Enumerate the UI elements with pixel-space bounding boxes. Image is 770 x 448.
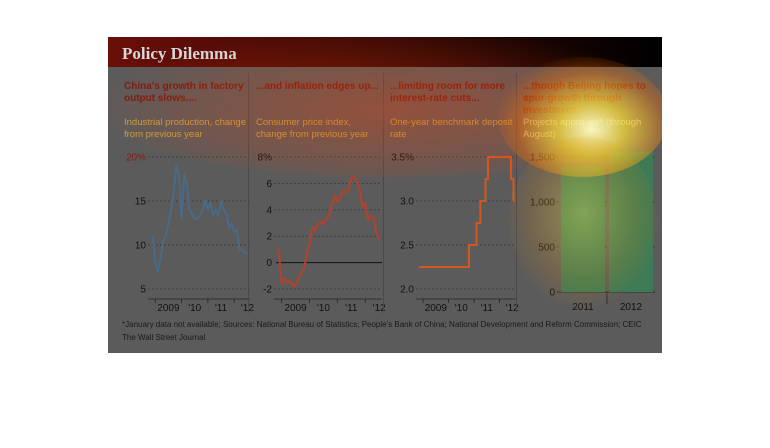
policy-dilemma-graphic: Policy Dilemma China's growth in factory… [108, 37, 662, 353]
panel-subtitle: Industrial production, change from previ… [124, 117, 246, 140]
bar [561, 166, 605, 292]
industrial-production-chart: 20% 15 10 5 2009 '10 '11 '12 [126, 153, 254, 315]
y-tick-label: 10 [135, 241, 147, 252]
industrial-production-panel: China's growth in factory output slows..… [122, 67, 254, 317]
panel-subtitle: Consumer price index, change from previo… [256, 117, 369, 140]
source-credit: The Wall Street Journal [122, 333, 206, 342]
deposit-rate-chart: 3.5% 3.0 2.5 2.0 2009 '10 '11 '12 [391, 153, 519, 315]
y-tick-label: 2 [266, 232, 272, 243]
y-tick-label: 8% [258, 153, 273, 164]
panel-divider [383, 73, 384, 313]
y-tick-label: 20% [126, 153, 146, 164]
footnote: *January data not available; Sources: Na… [122, 318, 652, 344]
consumer-price-chart: 8% 6 4 2 0 -2 2009 '10 '11 '12 [258, 153, 387, 315]
x-tick-label: '12 [241, 303, 254, 314]
x-tick-label: 2012 [620, 302, 643, 313]
y-tick-label: 0 [266, 258, 272, 269]
y-tick-label: 3.5% [391, 153, 414, 164]
x-tick-label: '12 [373, 303, 386, 314]
y-tick-label: 4 [266, 205, 272, 216]
y-tick-label: 5 [140, 285, 146, 296]
x-tick-label: 2009 [284, 303, 307, 314]
panel-divider [516, 73, 517, 313]
x-tick-label: '11 [481, 303, 494, 314]
investment-chart: 1,500 1,000 500 0 2011 2012 [530, 151, 655, 313]
x-tick-label: 2011 [572, 302, 594, 313]
x-tick-label: '10 [455, 303, 468, 314]
y-tick-label: -2 [263, 285, 272, 296]
x-tick-label: '10 [188, 303, 201, 314]
x-tick-label: '11 [215, 303, 228, 314]
panel-divider [248, 73, 249, 313]
footnote-text: *January data not available; Sources: Na… [122, 320, 642, 329]
panel-heading: China's growth in factory output slows..… [124, 81, 244, 104]
series-line [151, 164, 249, 273]
graphic-title: Policy Dilemma [122, 44, 237, 63]
bar [609, 151, 653, 292]
panel-subtitle: One-year benchmark deposit rate [390, 117, 513, 140]
y-tick-label: 1,500 [530, 153, 555, 164]
x-tick-label: '11 [345, 303, 358, 314]
y-tick-label: 1,000 [530, 198, 555, 209]
panel-heading: ...limiting room for more interest-rate … [390, 81, 506, 104]
y-tick-label: 6 [266, 179, 272, 190]
y-tick-label: 0 [549, 288, 555, 299]
investment-panel: ...though Beijing hopes to spur growth t… [521, 67, 659, 317]
title-bar: Policy Dilemma [108, 37, 662, 67]
panel-heading: ...and inflation edges up... [256, 81, 379, 92]
x-tick-label: '12 [506, 303, 519, 314]
y-tick-label: 2.5 [400, 241, 414, 252]
x-tick-label: '10 [317, 303, 330, 314]
deposit-rate-panel: ...limiting room for more interest-rate … [388, 67, 519, 317]
x-tick-label: 2009 [157, 303, 180, 314]
y-tick-label: 2.0 [400, 285, 414, 296]
series-line [419, 156, 515, 268]
y-tick-label: 500 [538, 243, 555, 254]
x-tick-label: 2009 [425, 303, 448, 314]
y-tick-label: 3.0 [400, 197, 414, 208]
consumer-price-panel: ...and inflation edges up... Consumer pr… [254, 67, 388, 317]
series-line [277, 175, 381, 288]
y-tick-label: 15 [135, 197, 147, 208]
